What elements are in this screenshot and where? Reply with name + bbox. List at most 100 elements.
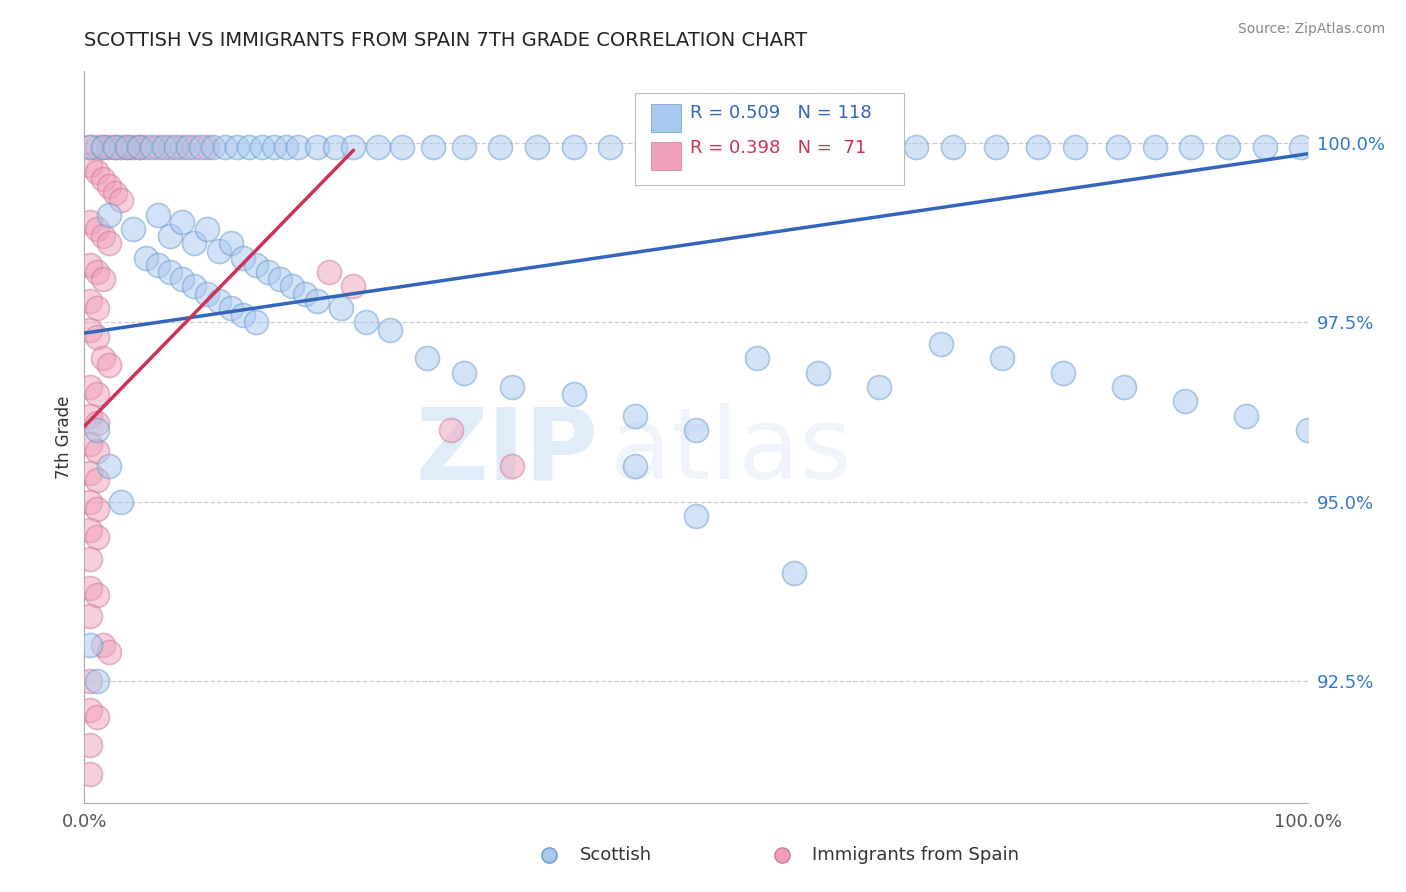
Point bbox=[159, 229, 181, 244]
Point bbox=[141, 139, 163, 153]
Point bbox=[354, 315, 377, 329]
Text: SCOTTISH VS IMMIGRANTS FROM SPAIN 7TH GRADE CORRELATION CHART: SCOTTISH VS IMMIGRANTS FROM SPAIN 7TH GR… bbox=[84, 31, 807, 50]
Point bbox=[183, 139, 205, 153]
Point bbox=[79, 767, 101, 781]
Point bbox=[250, 139, 273, 153]
Point bbox=[440, 423, 463, 437]
Point bbox=[831, 139, 853, 153]
FancyBboxPatch shape bbox=[636, 94, 904, 185]
Point bbox=[869, 380, 891, 394]
Point bbox=[287, 139, 309, 153]
Point bbox=[128, 139, 150, 153]
Text: Scottish: Scottish bbox=[579, 847, 652, 864]
Point bbox=[79, 322, 101, 336]
Point bbox=[110, 194, 132, 208]
Point bbox=[135, 139, 157, 153]
Point bbox=[1216, 139, 1239, 153]
Point bbox=[177, 139, 200, 153]
Point bbox=[709, 139, 731, 153]
Point bbox=[122, 222, 145, 236]
Point bbox=[79, 581, 101, 595]
Point bbox=[79, 494, 101, 508]
Point bbox=[172, 139, 194, 153]
Point bbox=[86, 423, 108, 437]
Point bbox=[323, 139, 346, 153]
Point bbox=[599, 139, 621, 153]
Point bbox=[245, 258, 267, 272]
Point bbox=[281, 279, 304, 293]
Point bbox=[238, 139, 260, 153]
Point bbox=[86, 673, 108, 688]
Point bbox=[86, 501, 108, 516]
Point bbox=[79, 466, 101, 480]
Point bbox=[104, 139, 127, 153]
Text: Source: ZipAtlas.com: Source: ZipAtlas.com bbox=[1237, 22, 1385, 37]
Point bbox=[86, 444, 108, 458]
Point bbox=[685, 423, 707, 437]
Point bbox=[159, 139, 181, 153]
Point bbox=[79, 380, 101, 394]
Point bbox=[79, 139, 101, 153]
Point bbox=[86, 265, 108, 279]
Text: R = 0.398   N =  71: R = 0.398 N = 71 bbox=[690, 139, 866, 157]
Point bbox=[208, 244, 231, 258]
Point bbox=[91, 351, 114, 366]
Point bbox=[453, 366, 475, 380]
Point bbox=[91, 229, 114, 244]
Point bbox=[190, 139, 212, 153]
Point bbox=[97, 236, 120, 251]
Point bbox=[165, 139, 187, 153]
Text: R = 0.509   N = 118: R = 0.509 N = 118 bbox=[690, 104, 872, 122]
Point bbox=[562, 139, 585, 153]
Point bbox=[86, 473, 108, 487]
Point bbox=[1254, 139, 1277, 153]
Point bbox=[318, 265, 340, 279]
Point bbox=[942, 139, 965, 153]
Point bbox=[624, 409, 647, 423]
Point bbox=[153, 139, 176, 153]
Point bbox=[869, 139, 891, 153]
Point bbox=[86, 416, 108, 430]
Point bbox=[97, 208, 120, 222]
Point bbox=[783, 139, 806, 153]
Point bbox=[214, 139, 236, 153]
Point bbox=[232, 308, 254, 322]
Point bbox=[146, 208, 169, 222]
Point bbox=[91, 272, 114, 286]
Point bbox=[416, 351, 439, 366]
Point bbox=[183, 236, 205, 251]
Text: atlas: atlas bbox=[610, 403, 852, 500]
Point bbox=[79, 638, 101, 652]
Point bbox=[276, 139, 298, 153]
Point bbox=[672, 139, 695, 153]
Point bbox=[79, 437, 101, 451]
Point bbox=[110, 494, 132, 508]
Point bbox=[380, 322, 402, 336]
Point bbox=[79, 552, 101, 566]
Point bbox=[263, 139, 285, 153]
FancyBboxPatch shape bbox=[651, 143, 682, 170]
Point bbox=[86, 139, 108, 153]
Point bbox=[172, 272, 194, 286]
Point bbox=[183, 279, 205, 293]
Point bbox=[747, 139, 769, 153]
Point bbox=[97, 458, 120, 473]
Point bbox=[97, 645, 120, 659]
Point bbox=[159, 265, 181, 279]
Point bbox=[79, 609, 101, 624]
Point bbox=[91, 139, 114, 153]
Point bbox=[172, 215, 194, 229]
Point bbox=[257, 265, 280, 279]
Point bbox=[91, 139, 114, 153]
Point bbox=[86, 387, 108, 401]
Point bbox=[122, 139, 145, 153]
Point bbox=[79, 293, 101, 308]
Point bbox=[115, 139, 138, 153]
Point bbox=[807, 366, 830, 380]
Point bbox=[115, 139, 138, 153]
Point bbox=[305, 293, 328, 308]
Point bbox=[208, 293, 231, 308]
Point bbox=[86, 329, 108, 343]
Point bbox=[489, 139, 512, 153]
Point bbox=[929, 336, 952, 351]
